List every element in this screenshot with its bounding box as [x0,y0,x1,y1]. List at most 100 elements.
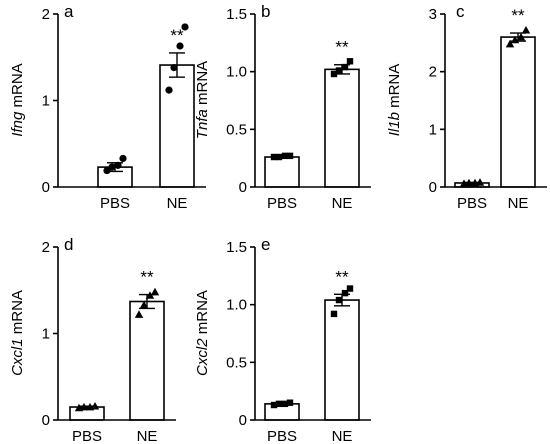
panel-letter: e [261,235,270,254]
data-point-square [286,399,294,406]
data-point-square [281,400,289,408]
y-axis-label: Cxcl1 mRNA [9,290,26,376]
data-point-circle [181,23,189,31]
y-tick-label: 3 [429,6,437,23]
x-tick-label: PBS [72,428,102,444]
data-point-triangle [145,291,155,299]
data-point-triangle [139,300,149,309]
y-axis-label: Ifng mRNA [9,63,26,136]
y-axis-label: Cxcl2 mRNA [194,290,211,376]
y-axis-label: Il1b mRNA [386,64,403,137]
data-point-square [341,63,349,71]
significance-label: ** [170,26,184,45]
bar-ne [500,36,536,188]
data-point-triangle [134,310,144,318]
data-point-circle [103,166,111,175]
significance-label: ** [140,268,154,287]
data-point-triangle [150,287,160,296]
error-bar [169,52,185,78]
data-point-square [330,310,338,318]
y-tick-label: 1 [42,326,50,343]
data-point-square [286,152,294,160]
x-tick-label: PBS [267,428,297,444]
significance-label: ** [335,38,349,57]
y-tick-label: 0 [42,412,50,429]
y-axis-label-unit: mRNA [194,61,211,109]
significance-label: ** [511,6,525,25]
y-tick-label: 2 [42,239,50,256]
data-point-square [330,70,338,78]
x-tick-label: PBS [100,195,130,212]
y-tick-label: 2 [429,64,437,81]
y-tick-label: 0.5 [226,354,247,371]
data-point-triangle [79,402,89,411]
bar-ne [159,64,195,188]
data-point-circle [165,86,173,94]
data-point-square [275,153,283,161]
y-tick-label: 1.0 [226,64,247,81]
x-tick-label: NE [508,195,529,212]
x-tick-label: NE [137,428,158,444]
data-point-circle [119,154,127,163]
panel-letter: b [261,2,270,21]
bar-ne [324,299,360,421]
y-axis-label-gene: Tnfa [194,109,211,139]
x-tick-label: NE [332,195,353,212]
panel-d: PBS ** NE 0 1 2 d Cxcl1 mRNA [9,235,176,444]
data-point-square [275,400,283,408]
panel-a: PBS ** NE 0 1 2 a Ifng mRNA [9,2,206,212]
data-point-circle [170,64,178,72]
y-tick-label: 1.0 [226,297,247,314]
panel-e: PBS ** NE 0 0.5 1.0 1.5 e Cxcl2 mRNA [194,235,371,444]
panel-letter: d [64,235,73,254]
data-point-circle [114,161,122,169]
y-tick-label: 0 [429,179,437,196]
panel-letter: a [64,2,74,21]
y-tick-label: 0 [42,179,50,196]
significance-label: ** [335,267,349,286]
y-axis-label-unit: mRNA [9,290,26,338]
data-point-square [346,285,354,292]
data-point-triangle [521,25,531,34]
x-tick-label: PBS [457,195,487,212]
bar-pbs [264,156,300,188]
y-tick-label: 1 [429,121,437,138]
data-point-square [281,152,289,160]
y-tick-label: 1 [42,93,50,110]
y-tick-label: 1.5 [226,239,247,256]
y-axis-label-gene: Il1b [386,112,403,136]
data-point-triangle [464,178,474,187]
data-point-triangle [90,401,100,410]
x-tick-label: NE [167,195,188,212]
data-point-square [270,153,278,161]
panel-letter: c [456,2,465,21]
y-axis-label-gene: Ifng [9,111,26,137]
y-tick-label: 2 [42,6,50,23]
bar-ne [324,68,360,188]
data-point-triangle [505,39,515,48]
data-point-square [335,296,343,304]
data-point-square [335,67,343,74]
y-axis-label-unit: mRNA [194,290,211,338]
data-point-square [270,401,278,409]
x-tick-label: PBS [267,195,297,212]
data-point-triangle [475,178,485,186]
y-tick-label: 0.5 [226,121,247,138]
data-point-square [346,58,354,65]
y-axis-label: Tnfa mRNA [194,61,211,139]
x-tick-label: NE [332,428,353,444]
data-point-circle [176,42,184,50]
y-tick-label: 0 [239,412,247,429]
y-axis-label-gene: Cxcl2 [194,338,211,376]
panel-c: PBS ** NE 0 1 2 3 c Il1b mRNA [386,2,547,212]
y-tick-label: 1.5 [226,6,247,23]
data-point-square [341,289,349,297]
data-point-triangle [510,35,520,44]
bar-ne [129,300,165,421]
y-axis-label-unit: mRNA [386,64,403,112]
data-point-circle [108,163,116,171]
panel-b: PBS ** NE 0 0.5 1.0 1.5 b Tnfa mRNA [194,2,371,212]
y-axis-label-gene: Cxcl1 [9,338,26,376]
y-axis-label-unit: mRNA [9,63,26,111]
